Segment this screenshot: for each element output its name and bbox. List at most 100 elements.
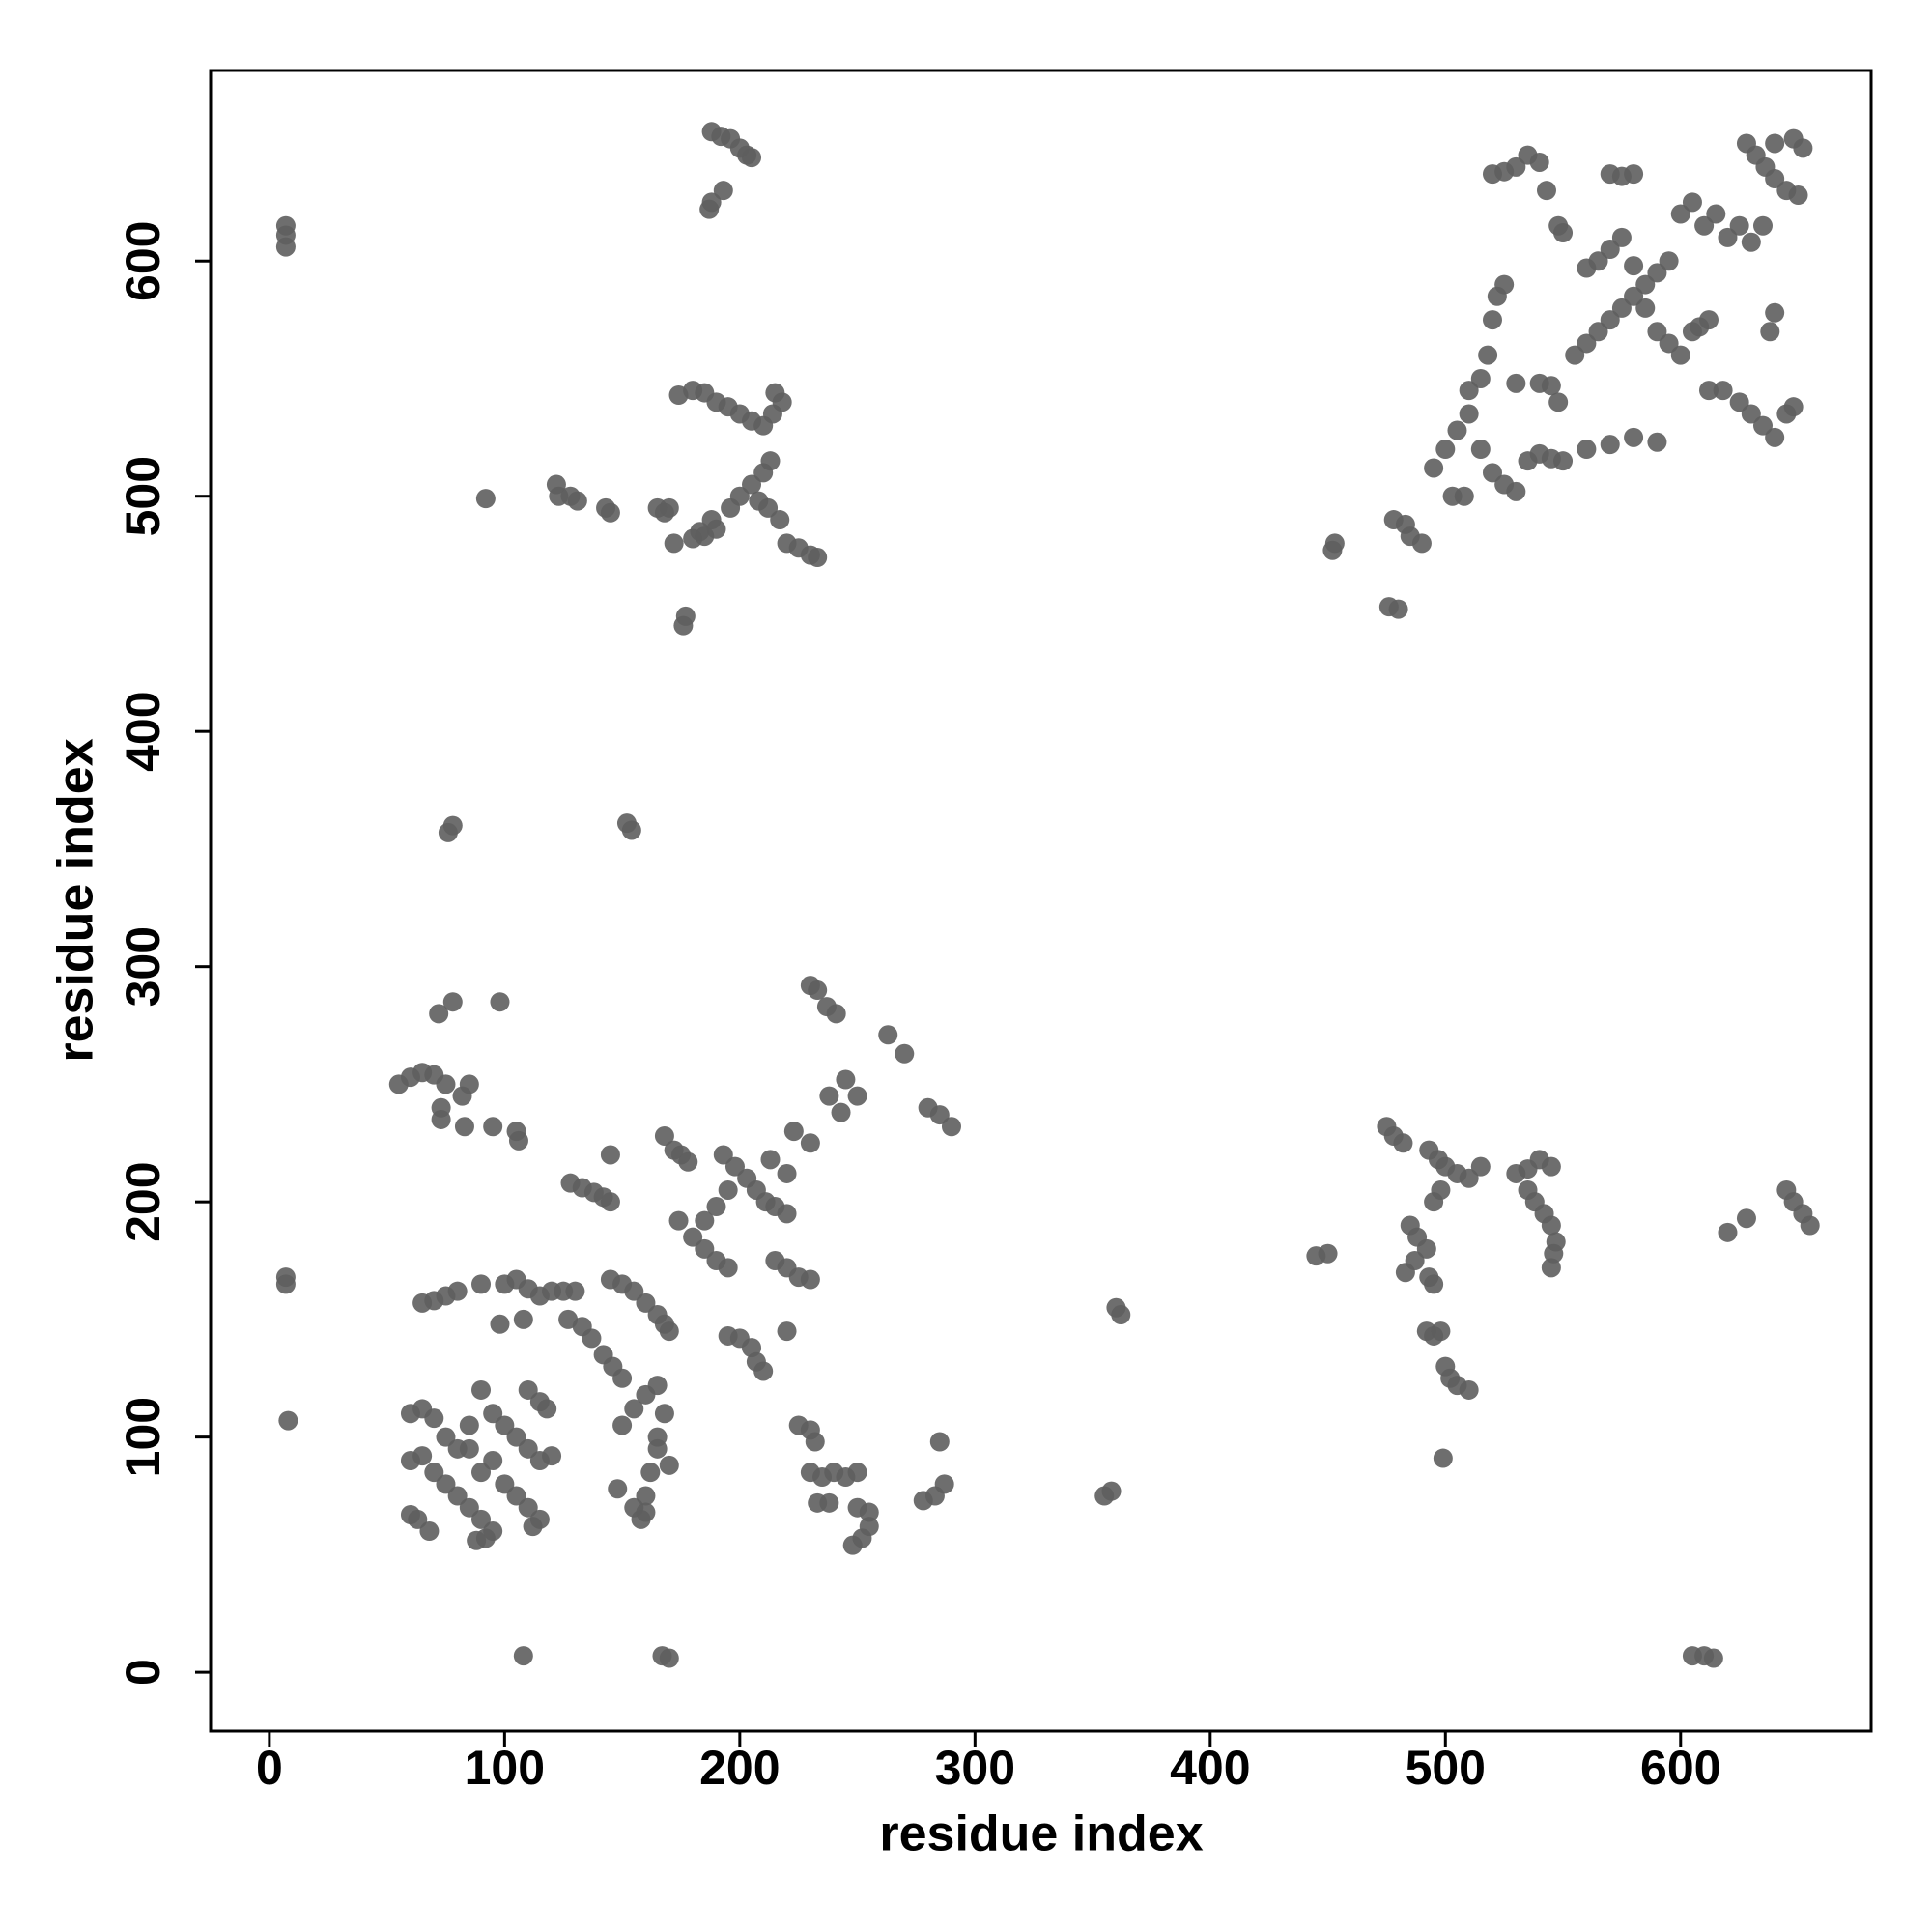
- point: [664, 533, 684, 554]
- point: [1416, 1238, 1436, 1259]
- point: [1482, 463, 1502, 483]
- point: [753, 1361, 774, 1381]
- point: [1541, 1215, 1561, 1236]
- point: [483, 1450, 503, 1470]
- point: [718, 1258, 738, 1278]
- point: [1411, 533, 1432, 554]
- point: [826, 1004, 846, 1024]
- point: [1588, 251, 1608, 271]
- point: [819, 1492, 839, 1513]
- point: [495, 1415, 515, 1435]
- point: [1536, 181, 1556, 201]
- point: [690, 522, 710, 542]
- point: [805, 1432, 825, 1452]
- point: [1435, 440, 1456, 460]
- point: [659, 1648, 679, 1668]
- point: [1447, 420, 1467, 440]
- point: [647, 1438, 668, 1459]
- point: [760, 451, 781, 471]
- point: [1459, 381, 1479, 401]
- point: [447, 1281, 468, 1301]
- point: [459, 1438, 479, 1459]
- point: [1318, 1243, 1338, 1264]
- x-tick-label: 100: [465, 1741, 545, 1795]
- point: [706, 1197, 726, 1217]
- point: [1611, 227, 1632, 247]
- point: [1635, 274, 1656, 295]
- point: [400, 1504, 420, 1524]
- point: [1506, 156, 1526, 177]
- point: [1713, 381, 1733, 401]
- point: [1647, 263, 1667, 283]
- point: [758, 497, 779, 518]
- point: [600, 1145, 620, 1165]
- point: [1577, 440, 1597, 460]
- point: [624, 1399, 644, 1419]
- point: [600, 1192, 620, 1212]
- point: [1506, 481, 1526, 501]
- point: [1431, 1179, 1451, 1200]
- x-tick-label: 500: [1406, 1741, 1486, 1795]
- point: [565, 1281, 585, 1301]
- point: [1588, 322, 1608, 342]
- point: [412, 1446, 433, 1466]
- y-tick-label: 100: [116, 1397, 170, 1477]
- point: [742, 474, 762, 495]
- point: [429, 1004, 449, 1024]
- point: [459, 1497, 479, 1518]
- point: [1670, 204, 1690, 224]
- point: [1548, 392, 1569, 412]
- point: [1624, 286, 1644, 306]
- point: [1624, 256, 1644, 276]
- x-tick-label: 200: [699, 1741, 780, 1795]
- point: [941, 1117, 961, 1137]
- point: [1698, 381, 1719, 401]
- point: [506, 1486, 526, 1506]
- point: [1698, 310, 1719, 330]
- point: [701, 510, 722, 530]
- point: [1433, 1448, 1453, 1468]
- point: [929, 1432, 950, 1452]
- point: [1506, 373, 1526, 393]
- point: [518, 1438, 538, 1459]
- point: [1659, 251, 1679, 271]
- point: [490, 992, 510, 1012]
- point: [542, 1446, 562, 1466]
- point: [636, 1486, 656, 1506]
- point: [442, 992, 463, 1012]
- point: [777, 1204, 797, 1224]
- point: [1659, 333, 1679, 354]
- point: [878, 1025, 898, 1045]
- y-tick-label: 400: [116, 691, 170, 771]
- point: [1647, 432, 1667, 452]
- point: [454, 1117, 474, 1137]
- point: [1752, 215, 1773, 236]
- point: [636, 1293, 656, 1313]
- y-tick-label: 200: [116, 1161, 170, 1241]
- point: [783, 1122, 804, 1142]
- point: [537, 1399, 557, 1419]
- point: [1800, 1215, 1820, 1236]
- point: [471, 1509, 492, 1529]
- y-tick-label: 500: [116, 456, 170, 536]
- point: [1788, 185, 1808, 206]
- point: [275, 237, 296, 257]
- point: [777, 1321, 797, 1342]
- point: [718, 1179, 738, 1200]
- point: [436, 1074, 456, 1094]
- point: [1635, 298, 1656, 318]
- point: [612, 1415, 633, 1435]
- point: [760, 1150, 781, 1170]
- point: [621, 820, 641, 840]
- y-tick-label: 300: [116, 926, 170, 1007]
- point: [275, 1274, 296, 1294]
- point: [1470, 440, 1491, 460]
- point: [1393, 1133, 1413, 1153]
- point: [808, 980, 828, 1001]
- point: [1470, 1156, 1491, 1177]
- point: [1765, 169, 1785, 189]
- point: [1395, 1263, 1415, 1283]
- x-tick-label: 600: [1640, 1741, 1720, 1795]
- point: [508, 1130, 528, 1151]
